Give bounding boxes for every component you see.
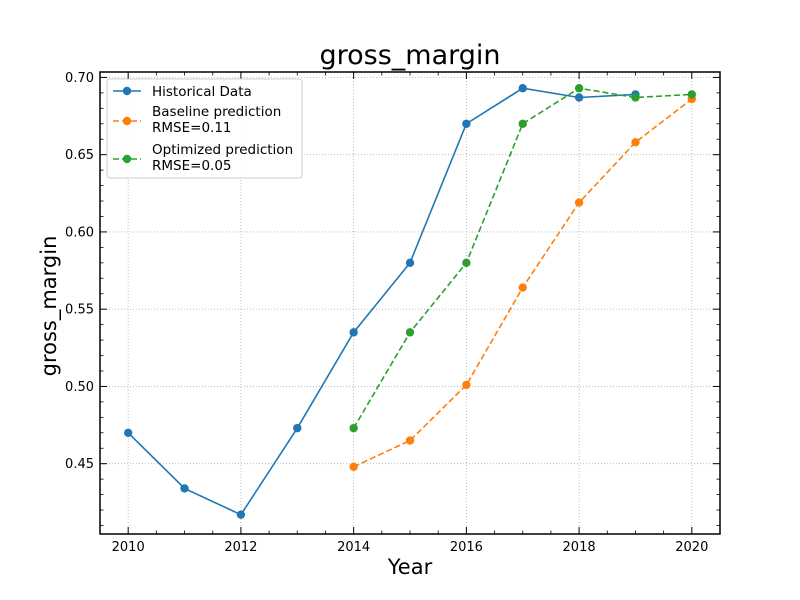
baseline-prediction-legend-label: Baseline prediction — [152, 104, 281, 120]
historical-data-point — [293, 423, 302, 433]
baseline-prediction-point — [518, 283, 527, 292]
optimized-prediction-point — [349, 423, 358, 433]
x-tick-label: 2018 — [563, 540, 596, 555]
y-tick-label: 0.60 — [65, 225, 94, 240]
baseline-prediction-legend-marker — [122, 116, 132, 126]
optimized-prediction-legend-rmse: RMSE=0.05 — [152, 158, 232, 174]
x-tick-label: 2016 — [450, 540, 483, 555]
baseline-prediction-legend-rmse: RMSE=0.11 — [152, 120, 232, 136]
y-tick-label: 0.45 — [65, 457, 94, 472]
historical-data-point — [123, 428, 133, 437]
historical-data-line — [127, 87, 636, 516]
historical-data-point — [518, 84, 527, 93]
y-axis-label: gross_margin — [37, 236, 62, 377]
y-tick-label: 0.50 — [65, 380, 94, 395]
historical-data-point — [405, 258, 415, 268]
optimized-prediction-point — [631, 93, 640, 102]
historical-data-point — [574, 93, 584, 102]
historical-data-point — [462, 119, 471, 128]
optimized-prediction-point — [462, 258, 471, 268]
series-layer — [123, 84, 697, 519]
baseline-prediction-point — [349, 462, 358, 471]
chart-title: gross_margin — [319, 40, 500, 71]
x-tick-label: 2010 — [112, 540, 145, 555]
x-tick-label: 2012 — [224, 540, 257, 555]
optimized-prediction-legend-marker — [122, 154, 132, 164]
historical-data-legend-marker — [122, 86, 132, 96]
historical-data-point — [236, 510, 246, 519]
historical-data-legend-label: Historical Data — [152, 84, 252, 100]
optimized-prediction-legend-label: Optimized prediction — [152, 142, 293, 158]
x-axis-label: Year — [387, 555, 433, 579]
baseline-prediction-point — [574, 198, 584, 207]
y-tick-label: 0.65 — [65, 148, 94, 163]
ticks: 2010 2012 2014 2016 2018 2020 0.45 0.50 0.55 0.60… — [65, 71, 720, 555]
legend-box — [106, 78, 303, 179]
y-tick-label: 0.70 — [65, 71, 94, 86]
grid — [100, 72, 720, 534]
optimized-prediction-line — [352, 87, 692, 429]
x-tick-label: 2014 — [337, 540, 370, 555]
historical-data-point — [349, 328, 358, 337]
baseline-prediction-point — [631, 138, 640, 147]
optimized-prediction-point — [518, 119, 527, 128]
baseline-prediction-point — [462, 380, 471, 390]
optimized-prediction-point — [574, 84, 584, 93]
optimized-prediction-point — [405, 328, 415, 337]
optimized-prediction-point — [687, 90, 697, 99]
baseline-prediction-line — [353, 98, 693, 468]
x-tick-label: 2020 — [675, 540, 708, 555]
historical-data-point — [180, 484, 189, 493]
y-tick-label: 0.55 — [65, 303, 94, 318]
baseline-prediction-point — [405, 436, 415, 445]
